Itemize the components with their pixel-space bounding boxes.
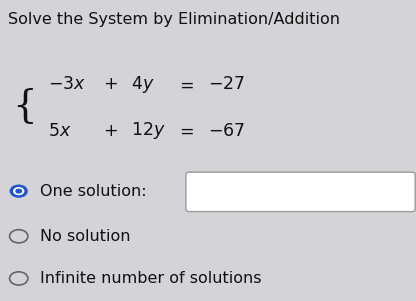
FancyBboxPatch shape [186,172,415,212]
Circle shape [13,187,25,195]
Text: $-3x$: $-3x$ [48,75,86,93]
Circle shape [10,272,28,285]
Text: $-67$: $-67$ [208,122,245,140]
Text: $4y$: $4y$ [131,74,155,95]
Circle shape [10,230,28,243]
Text: $5x$: $5x$ [48,122,71,140]
Text: $=$: $=$ [176,122,194,140]
Text: {: { [12,88,37,125]
Text: Solve the System by Elimination/Addition: Solve the System by Elimination/Addition [8,12,340,27]
Text: One solution:: One solution: [40,184,146,199]
Text: No solution: No solution [40,229,130,244]
Text: Infinite number of solutions: Infinite number of solutions [40,271,261,286]
Text: $12y$: $12y$ [131,120,166,141]
Circle shape [15,189,22,194]
Circle shape [10,185,28,198]
Text: $+$: $+$ [103,75,118,93]
Text: $+$: $+$ [103,122,118,140]
Text: $=$: $=$ [176,75,194,93]
Text: $-27$: $-27$ [208,75,245,93]
